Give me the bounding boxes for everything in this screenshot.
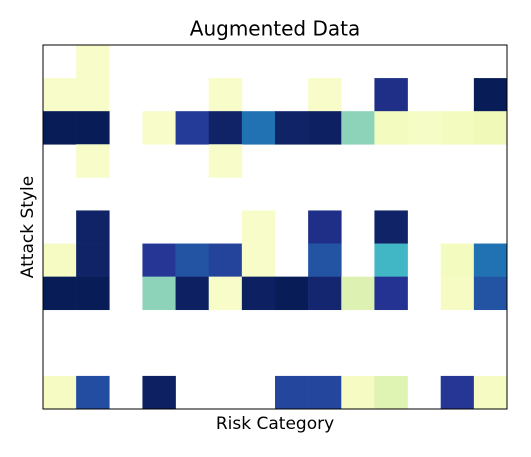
heatmap-cell (208, 243, 243, 277)
heatmap-cell (208, 276, 243, 311)
heatmap-cell (142, 276, 176, 311)
heatmap-cell (43, 78, 77, 112)
heatmap-cell (241, 243, 276, 277)
heatmap-cell (440, 243, 475, 277)
heatmap-cell (473, 375, 508, 410)
heatmap-cell (440, 276, 475, 311)
heatmap-cell (473, 111, 508, 145)
heatmap-cell (175, 276, 210, 311)
heatmap-cell (241, 210, 276, 244)
heatmap-cell (473, 78, 508, 112)
heatmap-cell (175, 111, 210, 145)
heatmap-cell (43, 111, 77, 145)
heatmap-cell (142, 243, 176, 277)
y-axis-label: Attack Style (18, 176, 38, 278)
heatmap-cell (473, 276, 508, 311)
heatmap-cell (374, 375, 408, 410)
heatmap-cell (374, 78, 408, 112)
heatmap-cell (275, 276, 309, 311)
heatmap-cell (76, 375, 110, 410)
heatmap-cell (341, 276, 375, 311)
x-axis-label: Risk Category (216, 414, 334, 434)
heatmap-cell (175, 243, 210, 277)
heatmap-cell (407, 111, 442, 145)
heatmap-cell (76, 78, 110, 112)
heatmap-cell (374, 276, 408, 311)
heatmap-cell (341, 375, 375, 410)
heatmap-cell (241, 276, 276, 311)
heatmap-cell (374, 210, 408, 244)
heatmap-cell (208, 144, 243, 178)
heatmap-cell (76, 144, 110, 178)
heatmap-cell (208, 78, 243, 112)
heatmap-cell (308, 78, 342, 112)
heatmap-cells (43, 45, 508, 410)
heatmap-cell (76, 210, 110, 244)
heatmap-cell (374, 111, 408, 145)
heatmap-cell (308, 375, 342, 410)
heatmap-cell (76, 243, 110, 277)
heatmap-cell (308, 276, 342, 311)
heatmap-cell (440, 111, 475, 145)
heatmap-cell (76, 276, 110, 311)
heatmap-cell (341, 111, 375, 145)
heatmap-cell (43, 243, 77, 277)
heatmap-cell (440, 375, 475, 410)
heatmap-cell (308, 111, 342, 145)
heatmap-cell (374, 243, 408, 277)
heatmap-cell (275, 111, 309, 145)
plot-frame (42, 44, 508, 410)
heatmap-cell (76, 45, 110, 79)
chart-title: Augmented Data (190, 17, 360, 41)
heatmap-cell (142, 375, 176, 410)
heatmap-cell (76, 111, 110, 145)
heatmap-cell (308, 210, 342, 244)
heatmap-cell (43, 375, 77, 410)
heatmap-cell (308, 243, 342, 277)
heatmap-cell (275, 375, 309, 410)
heatmap-cell (43, 276, 77, 311)
heatmap-cell (241, 111, 276, 145)
heatmap-cell (142, 111, 176, 145)
heatmap-cell (208, 111, 243, 145)
heatmap-cell (473, 243, 508, 277)
